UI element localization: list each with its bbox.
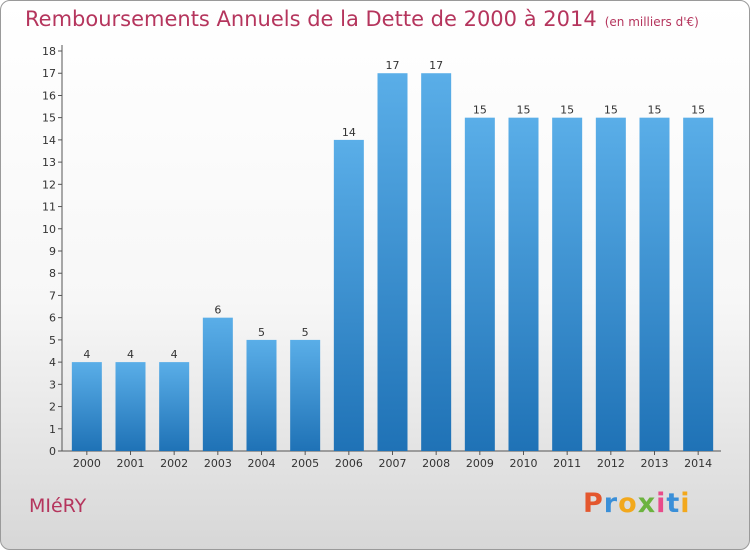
- bar: [421, 73, 452, 451]
- y-tick-label: 2: [49, 401, 56, 414]
- bar: [71, 362, 102, 451]
- logo-letter: o: [618, 488, 638, 519]
- data-label: 17: [386, 59, 400, 72]
- bar: [202, 317, 233, 451]
- data-label: 17: [429, 59, 443, 72]
- x-tick-label: 2014: [684, 457, 712, 470]
- x-tick-label: 2004: [248, 457, 276, 470]
- x-tick-label: 2008: [422, 457, 450, 470]
- logo-letter: P: [583, 488, 604, 519]
- data-label: 6: [214, 304, 221, 317]
- data-label: 5: [258, 326, 265, 339]
- bar: [115, 362, 146, 451]
- y-tick-label: 13: [42, 156, 56, 169]
- x-tick-label: 2012: [597, 457, 625, 470]
- data-label: 15: [691, 104, 705, 117]
- y-tick-label: 12: [42, 178, 56, 191]
- y-tick-label: 6: [49, 312, 56, 325]
- bar: [290, 339, 321, 451]
- bar: [595, 117, 626, 452]
- data-label: 4: [127, 348, 134, 361]
- y-tick-label: 16: [42, 89, 56, 102]
- y-tick-label: 15: [42, 112, 56, 125]
- bar: [246, 339, 277, 451]
- bar: [508, 117, 539, 452]
- chart-title-text: Remboursements Annuels de la Dette de 20…: [25, 7, 597, 31]
- x-tick-label: 2000: [73, 457, 101, 470]
- logo-letter: i: [656, 488, 667, 519]
- bar: [333, 139, 364, 451]
- data-label: 15: [517, 104, 531, 117]
- y-tick-label: 7: [49, 289, 56, 302]
- x-tick-label: 2003: [204, 457, 232, 470]
- bar: [552, 117, 583, 452]
- x-tick-label: 2010: [510, 457, 538, 470]
- y-tick-label: 1: [49, 423, 56, 436]
- y-tick-label: 17: [42, 67, 56, 80]
- data-label: 15: [560, 104, 574, 117]
- y-tick-label: 4: [49, 356, 56, 369]
- x-tick-label: 2001: [117, 457, 145, 470]
- data-label: 15: [604, 104, 618, 117]
- y-tick-label: 0: [49, 445, 56, 458]
- data-label: 5: [302, 326, 309, 339]
- chart-unit: (en milliers d'€): [604, 15, 699, 29]
- y-tick-label: 11: [42, 201, 56, 214]
- bar: [377, 73, 408, 451]
- bar: [464, 117, 495, 452]
- x-tick-label: 2011: [553, 457, 581, 470]
- data-label: 4: [171, 348, 178, 361]
- y-tick-label: 5: [49, 334, 56, 347]
- y-tick-label: 3: [49, 378, 56, 391]
- y-tick-label: 8: [49, 267, 56, 280]
- data-label: 15: [473, 104, 487, 117]
- logo-letter: r: [603, 488, 619, 519]
- logo-letter: x: [637, 488, 657, 519]
- x-tick-label: 2013: [641, 457, 669, 470]
- logo-letter: t: [666, 488, 681, 519]
- bar: [683, 117, 714, 452]
- chart-title: Remboursements Annuels de la Dette de 20…: [25, 7, 699, 31]
- x-tick-label: 2007: [379, 457, 407, 470]
- proxiti-logo: Proxiti: [583, 488, 691, 519]
- x-tick-label: 2009: [466, 457, 494, 470]
- bar: [639, 117, 670, 452]
- y-tick-label: 9: [49, 245, 56, 258]
- logo-letter: i: [680, 488, 691, 519]
- x-tick-label: 2006: [335, 457, 363, 470]
- bar: [159, 362, 190, 451]
- x-tick-label: 2002: [160, 457, 188, 470]
- data-label: 14: [342, 126, 356, 139]
- y-tick-label: 14: [42, 134, 56, 147]
- data-label: 15: [648, 104, 662, 117]
- y-tick-label: 18: [42, 45, 56, 58]
- y-tick-label: 10: [42, 223, 56, 236]
- data-label: 4: [83, 348, 90, 361]
- x-tick-label: 2005: [291, 457, 319, 470]
- commune-name: MIéRY: [29, 495, 87, 517]
